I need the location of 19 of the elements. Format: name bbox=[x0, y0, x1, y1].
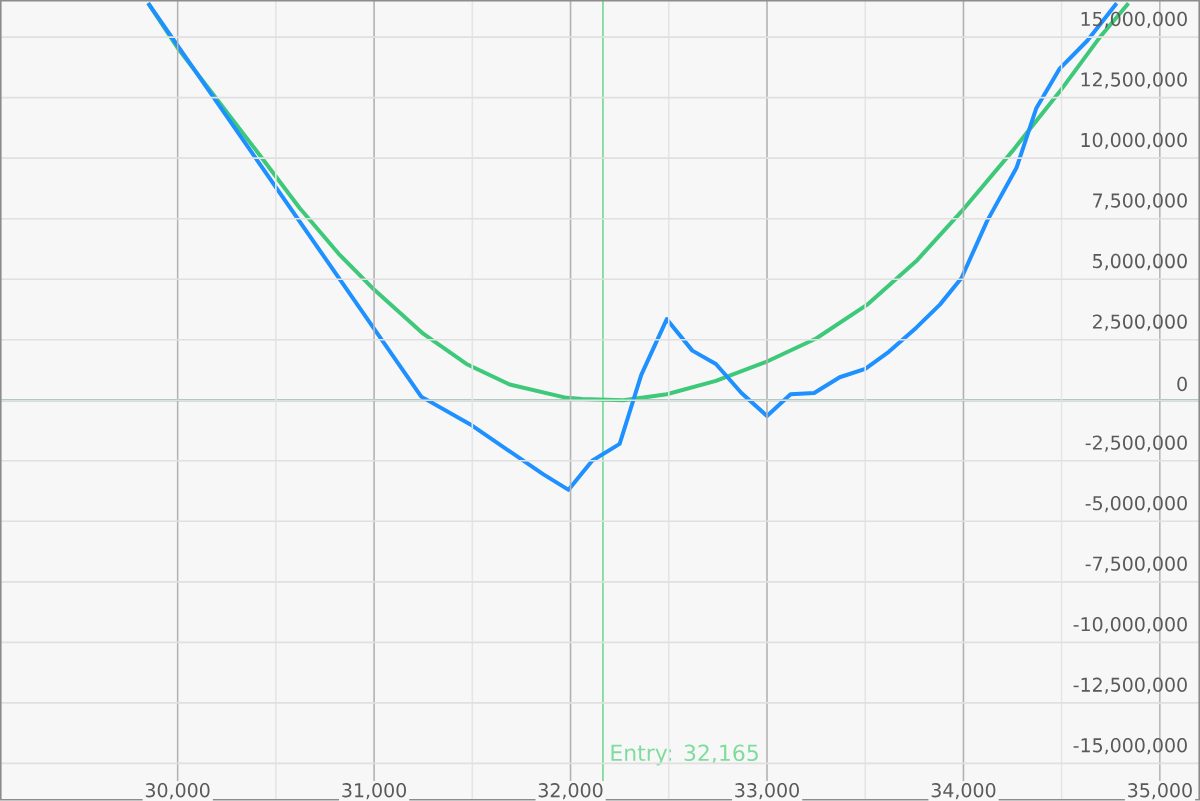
x-tick-label: 30,000 bbox=[145, 782, 210, 800]
ref-line-label: Entry: 32,165 bbox=[611, 744, 758, 766]
y-tick-label: 5,000,000 bbox=[1093, 253, 1187, 270]
x-tick-label: 31,000 bbox=[342, 782, 406, 800]
x-tick-label: 33,000 bbox=[735, 782, 799, 800]
y-tick-label: -7,500,000 bbox=[1085, 556, 1187, 573]
y-tick-label: -12,500,000 bbox=[1073, 677, 1187, 694]
y-tick-label: -10,000,000 bbox=[1073, 616, 1187, 634]
y-tick-label: 7,500,000 bbox=[1093, 193, 1187, 210]
y-tick-label: -5,000,000 bbox=[1085, 495, 1187, 513]
y-tick-label: -15,000,000 bbox=[1073, 737, 1187, 755]
y-tick-label: 0 bbox=[1177, 376, 1187, 392]
y-tick-label: 10,000,000 bbox=[1081, 132, 1187, 149]
y-tick-label: 2,500,000 bbox=[1092, 314, 1187, 331]
y-tick-label: 12,500,000 bbox=[1081, 72, 1187, 89]
x-tick-label: 34,000 bbox=[931, 782, 996, 800]
x-tick-label: 35,000 bbox=[1128, 782, 1192, 800]
x-tick-label: 32,000 bbox=[538, 782, 603, 800]
y-tick-label: -2,500,000 bbox=[1085, 435, 1187, 452]
